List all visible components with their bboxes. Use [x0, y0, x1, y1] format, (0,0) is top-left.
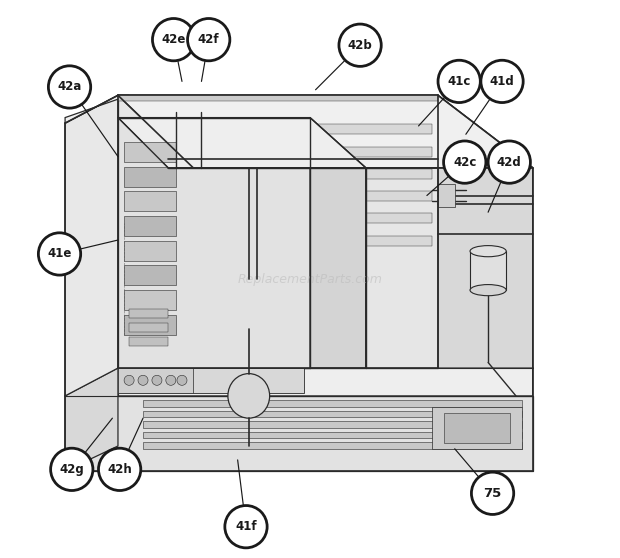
Polygon shape: [433, 407, 521, 449]
Ellipse shape: [228, 374, 270, 418]
Polygon shape: [438, 95, 533, 368]
Text: ReplacementParts.com: ReplacementParts.com: [237, 272, 383, 286]
Circle shape: [152, 376, 162, 386]
Polygon shape: [65, 95, 118, 396]
Polygon shape: [121, 213, 433, 223]
Circle shape: [225, 506, 267, 548]
Circle shape: [438, 60, 480, 103]
Polygon shape: [65, 368, 118, 471]
Polygon shape: [121, 235, 433, 246]
Text: 42g: 42g: [60, 463, 84, 476]
Polygon shape: [118, 118, 366, 167]
Polygon shape: [123, 240, 177, 261]
Polygon shape: [118, 95, 438, 368]
Ellipse shape: [470, 285, 506, 296]
Polygon shape: [121, 147, 433, 157]
Polygon shape: [65, 396, 533, 471]
Polygon shape: [123, 191, 177, 211]
Polygon shape: [65, 368, 533, 396]
Polygon shape: [121, 191, 433, 201]
Circle shape: [51, 448, 93, 490]
Text: 41c: 41c: [448, 75, 471, 88]
Circle shape: [187, 18, 230, 61]
Text: 41f: 41f: [235, 520, 257, 533]
Polygon shape: [471, 251, 507, 290]
Circle shape: [481, 60, 523, 103]
Polygon shape: [123, 142, 177, 162]
Text: 41d: 41d: [490, 75, 515, 88]
Ellipse shape: [470, 246, 506, 257]
Polygon shape: [143, 411, 521, 417]
Polygon shape: [129, 323, 168, 332]
Text: 41e: 41e: [47, 247, 72, 261]
Text: 42f: 42f: [198, 33, 219, 46]
Polygon shape: [310, 118, 366, 368]
Circle shape: [339, 24, 381, 66]
Polygon shape: [65, 95, 129, 123]
Circle shape: [99, 448, 141, 490]
Circle shape: [443, 141, 486, 183]
Polygon shape: [118, 368, 304, 393]
Polygon shape: [129, 337, 168, 346]
Polygon shape: [438, 184, 454, 206]
Circle shape: [138, 376, 148, 386]
Text: 75: 75: [484, 487, 502, 500]
Circle shape: [48, 66, 91, 108]
Polygon shape: [443, 412, 510, 443]
Polygon shape: [118, 95, 533, 167]
Polygon shape: [118, 95, 438, 101]
Circle shape: [38, 233, 81, 275]
Polygon shape: [143, 442, 521, 449]
Polygon shape: [129, 309, 168, 318]
Polygon shape: [143, 432, 521, 439]
Circle shape: [488, 141, 531, 183]
Text: 42b: 42b: [348, 39, 373, 52]
Polygon shape: [123, 216, 177, 236]
Polygon shape: [123, 265, 177, 285]
Polygon shape: [143, 400, 521, 407]
Text: 42d: 42d: [497, 156, 521, 169]
Circle shape: [177, 376, 187, 386]
Polygon shape: [123, 315, 177, 335]
Polygon shape: [118, 118, 310, 368]
Text: 42a: 42a: [58, 80, 82, 94]
Polygon shape: [143, 421, 521, 428]
Polygon shape: [123, 167, 177, 187]
Polygon shape: [121, 169, 433, 179]
Polygon shape: [118, 368, 193, 393]
Text: 42e: 42e: [161, 33, 186, 46]
Text: 42h: 42h: [107, 463, 132, 476]
Circle shape: [166, 376, 176, 386]
Polygon shape: [123, 290, 177, 310]
Text: 42c: 42c: [453, 156, 476, 169]
Circle shape: [153, 18, 195, 61]
Polygon shape: [121, 124, 433, 134]
Circle shape: [124, 376, 134, 386]
Circle shape: [471, 472, 514, 514]
